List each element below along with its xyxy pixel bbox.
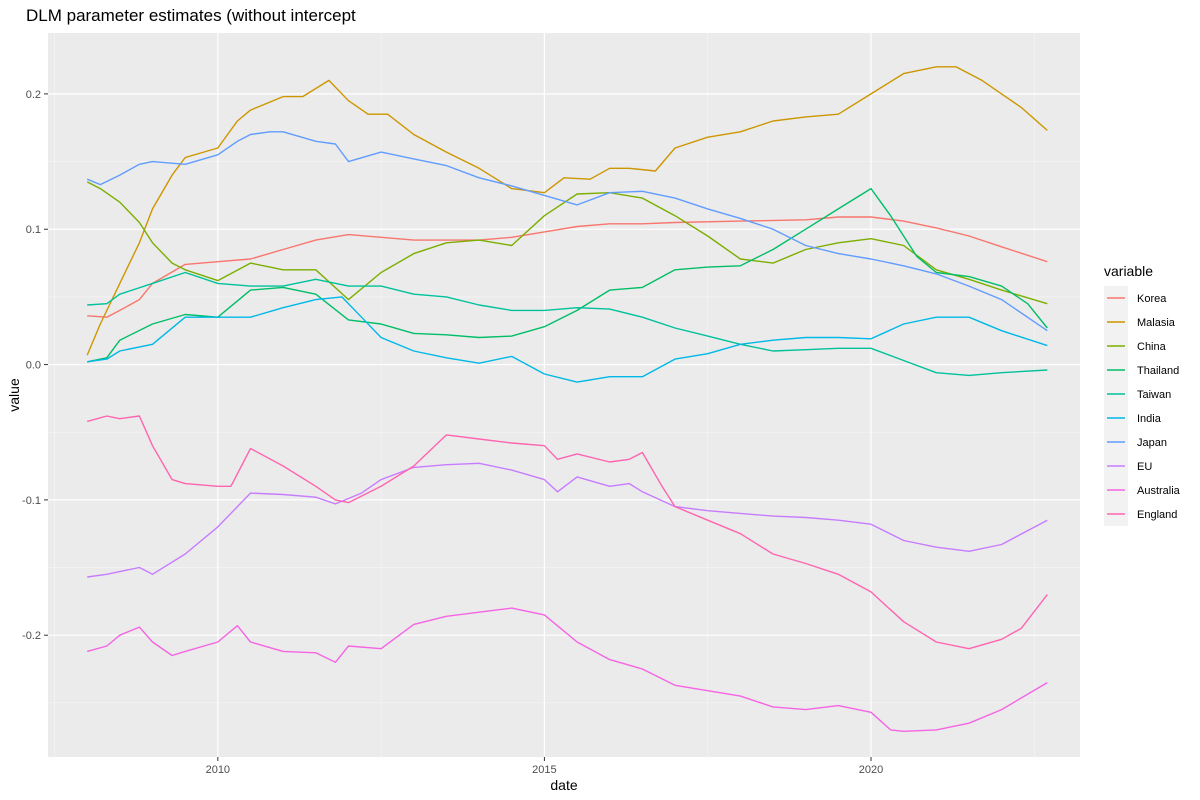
x-axis-title: date <box>550 777 577 793</box>
legend-label-england: England <box>1137 509 1177 521</box>
legend-label-india: India <box>1137 413 1162 425</box>
series-line-england <box>87 415 1048 650</box>
minor-gridlines <box>48 33 1080 757</box>
legend-label-australia: Australia <box>1137 485 1181 497</box>
legend-title: variable <box>1104 263 1153 279</box>
y-tick-label: -0.2 <box>22 630 41 642</box>
series-line-japan <box>86 131 1048 332</box>
legend-label-china: China <box>1137 341 1167 353</box>
plot-panel <box>48 33 1080 757</box>
series-line-taiwan <box>87 271 1048 377</box>
series-line-australia <box>87 607 1048 732</box>
series-line-eu <box>87 462 1048 578</box>
y-tick-label: -0.1 <box>22 495 41 507</box>
y-tick-label: 0.0 <box>26 360 41 372</box>
series-lines <box>86 66 1048 732</box>
y-tick-label: 0.2 <box>26 89 41 101</box>
x-tick-label: 2020 <box>859 764 883 776</box>
series-line-thailand <box>87 187 1048 363</box>
legend-label-malasia: Malasia <box>1137 317 1176 329</box>
legend-label-taiwan: Taiwan <box>1137 389 1171 401</box>
x-tick-label: 2015 <box>532 764 556 776</box>
series-line-china <box>86 181 1048 305</box>
y-axis: -0.2 -0.1 0.0 0.1 0.2 <box>22 89 48 642</box>
y-tick-label: 0.1 <box>26 224 41 236</box>
legend-label-thailand: Thailand <box>1137 365 1179 377</box>
series-line-india <box>87 296 1048 383</box>
chart-title: DLM parameter estimates (without interce… <box>26 6 356 25</box>
x-tick-label: 2010 <box>206 764 230 776</box>
legend-label-japan: Japan <box>1137 437 1167 449</box>
y-axis-title: value <box>6 378 22 412</box>
legend-label-eu: EU <box>1137 461 1152 473</box>
legend: variable Korea Malasia China Thailand Taiwan… <box>1104 263 1181 526</box>
legend-label-korea: Korea <box>1137 293 1167 305</box>
x-axis: 2010 2015 2020 <box>206 757 883 776</box>
series-line-korea <box>87 216 1048 318</box>
